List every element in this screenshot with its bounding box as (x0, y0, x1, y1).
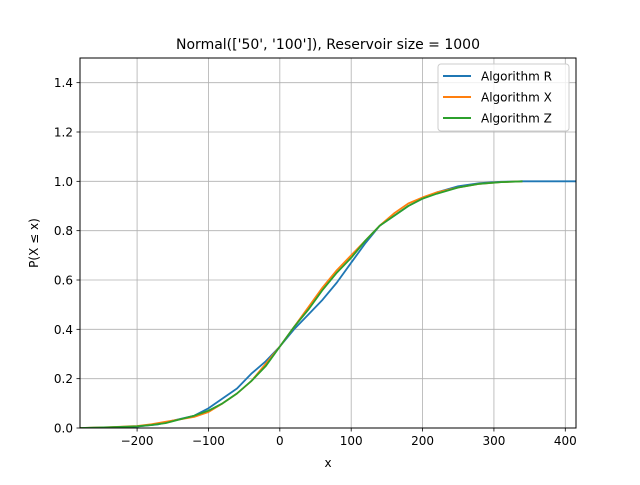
x-tick-label: −100 (192, 434, 225, 448)
x-tick-label: 200 (411, 434, 434, 448)
x-tick-label: 300 (482, 434, 505, 448)
y-tick-label: 1.0 (54, 175, 73, 189)
legend: Algorithm R Algorithm X Algorithm Z (437, 63, 570, 132)
y-tick-label: 0.4 (54, 323, 73, 337)
data-series (80, 180, 576, 428)
y-tick-label: 0.0 (54, 422, 73, 436)
y-tick-label: 0.6 (54, 274, 73, 288)
y-tick-label: 1.2 (54, 126, 73, 140)
y-tick-label: 0.2 (54, 372, 73, 386)
x-tick-label: 0 (276, 434, 284, 448)
legend-box (437, 63, 570, 132)
plot-frame (79, 57, 577, 429)
x-tick-label: 100 (340, 434, 363, 448)
legend-label-3: Algorithm Z (481, 112, 552, 126)
x-tick-label: 400 (554, 434, 577, 448)
y-axis-ticks: 0.0 0.2 0.4 0.6 0.8 1.0 1.2 1.4 (54, 76, 80, 436)
chart-title: Normal(['50', '100']), Reservoir size = … (176, 37, 480, 53)
legend-label-1: Algorithm R (481, 70, 552, 84)
legend-label-2: Algorithm X (481, 91, 552, 105)
y-tick-label: 0.8 (54, 224, 73, 238)
y-tick-label: 1.4 (54, 76, 73, 90)
y-axis-label: P(X ≤ x) (27, 218, 41, 268)
x-axis-label: x (324, 456, 331, 470)
x-axis-ticks: −200 −100 0 100 200 300 400 (121, 428, 577, 448)
x-tick-label: −200 (121, 434, 154, 448)
series-line-3 (80, 180, 523, 428)
